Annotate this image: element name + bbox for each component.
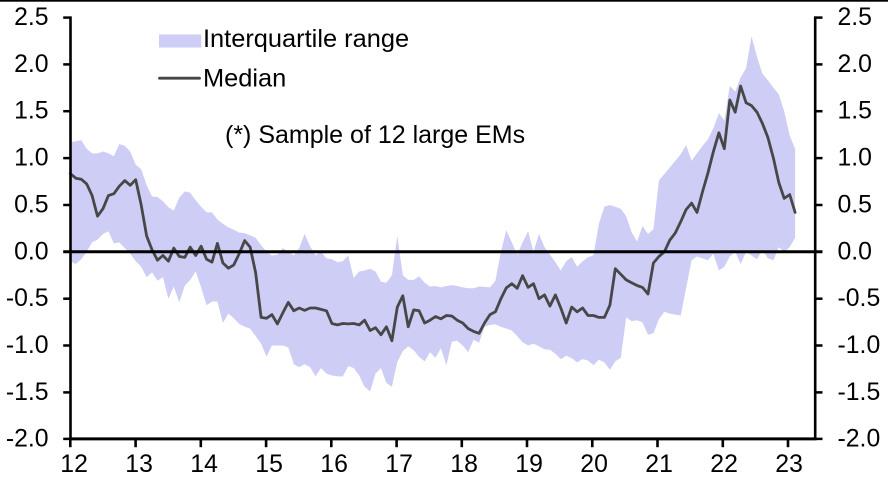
svg-text:1.0: 1.0: [14, 145, 48, 172]
svg-text:17: 17: [385, 451, 413, 478]
svg-text:-1.5: -1.5: [838, 379, 881, 406]
svg-text:-2.0: -2.0: [838, 426, 881, 453]
svg-text:18: 18: [450, 451, 478, 478]
svg-text:2.0: 2.0: [838, 51, 872, 78]
svg-text:Interquartile range: Interquartile range: [203, 25, 409, 53]
svg-text:-1.0: -1.0: [838, 332, 881, 359]
svg-text:2.5: 2.5: [838, 4, 872, 31]
svg-text:0.0: 0.0: [838, 238, 872, 265]
svg-text:22: 22: [710, 451, 738, 478]
svg-text:-2.0: -2.0: [6, 426, 49, 453]
svg-text:(*) Sample of 12 large EMs: (*) Sample of 12 large EMs: [225, 121, 525, 149]
svg-text:12: 12: [60, 451, 88, 478]
svg-text:1.5: 1.5: [838, 98, 872, 125]
svg-text:2.5: 2.5: [14, 4, 48, 31]
svg-text:-0.5: -0.5: [838, 285, 881, 312]
svg-text:15: 15: [255, 451, 283, 478]
svg-text:21: 21: [645, 451, 673, 478]
svg-text:20: 20: [580, 451, 608, 478]
svg-text:1.0: 1.0: [838, 145, 872, 172]
svg-text:16: 16: [320, 451, 348, 478]
svg-text:0.0: 0.0: [14, 238, 48, 265]
svg-text:14: 14: [190, 451, 218, 478]
svg-text:-1.5: -1.5: [6, 379, 49, 406]
svg-text:23: 23: [775, 451, 803, 478]
svg-text:-1.0: -1.0: [6, 332, 49, 359]
svg-text:-0.5: -0.5: [6, 285, 49, 312]
svg-text:13: 13: [125, 451, 153, 478]
svg-text:2.0: 2.0: [14, 51, 48, 78]
svg-text:1.5: 1.5: [14, 98, 48, 125]
svg-text:0.5: 0.5: [838, 192, 872, 219]
svg-text:Median: Median: [203, 65, 286, 93]
svg-text:0.5: 0.5: [14, 192, 48, 219]
svg-text:19: 19: [515, 451, 543, 478]
